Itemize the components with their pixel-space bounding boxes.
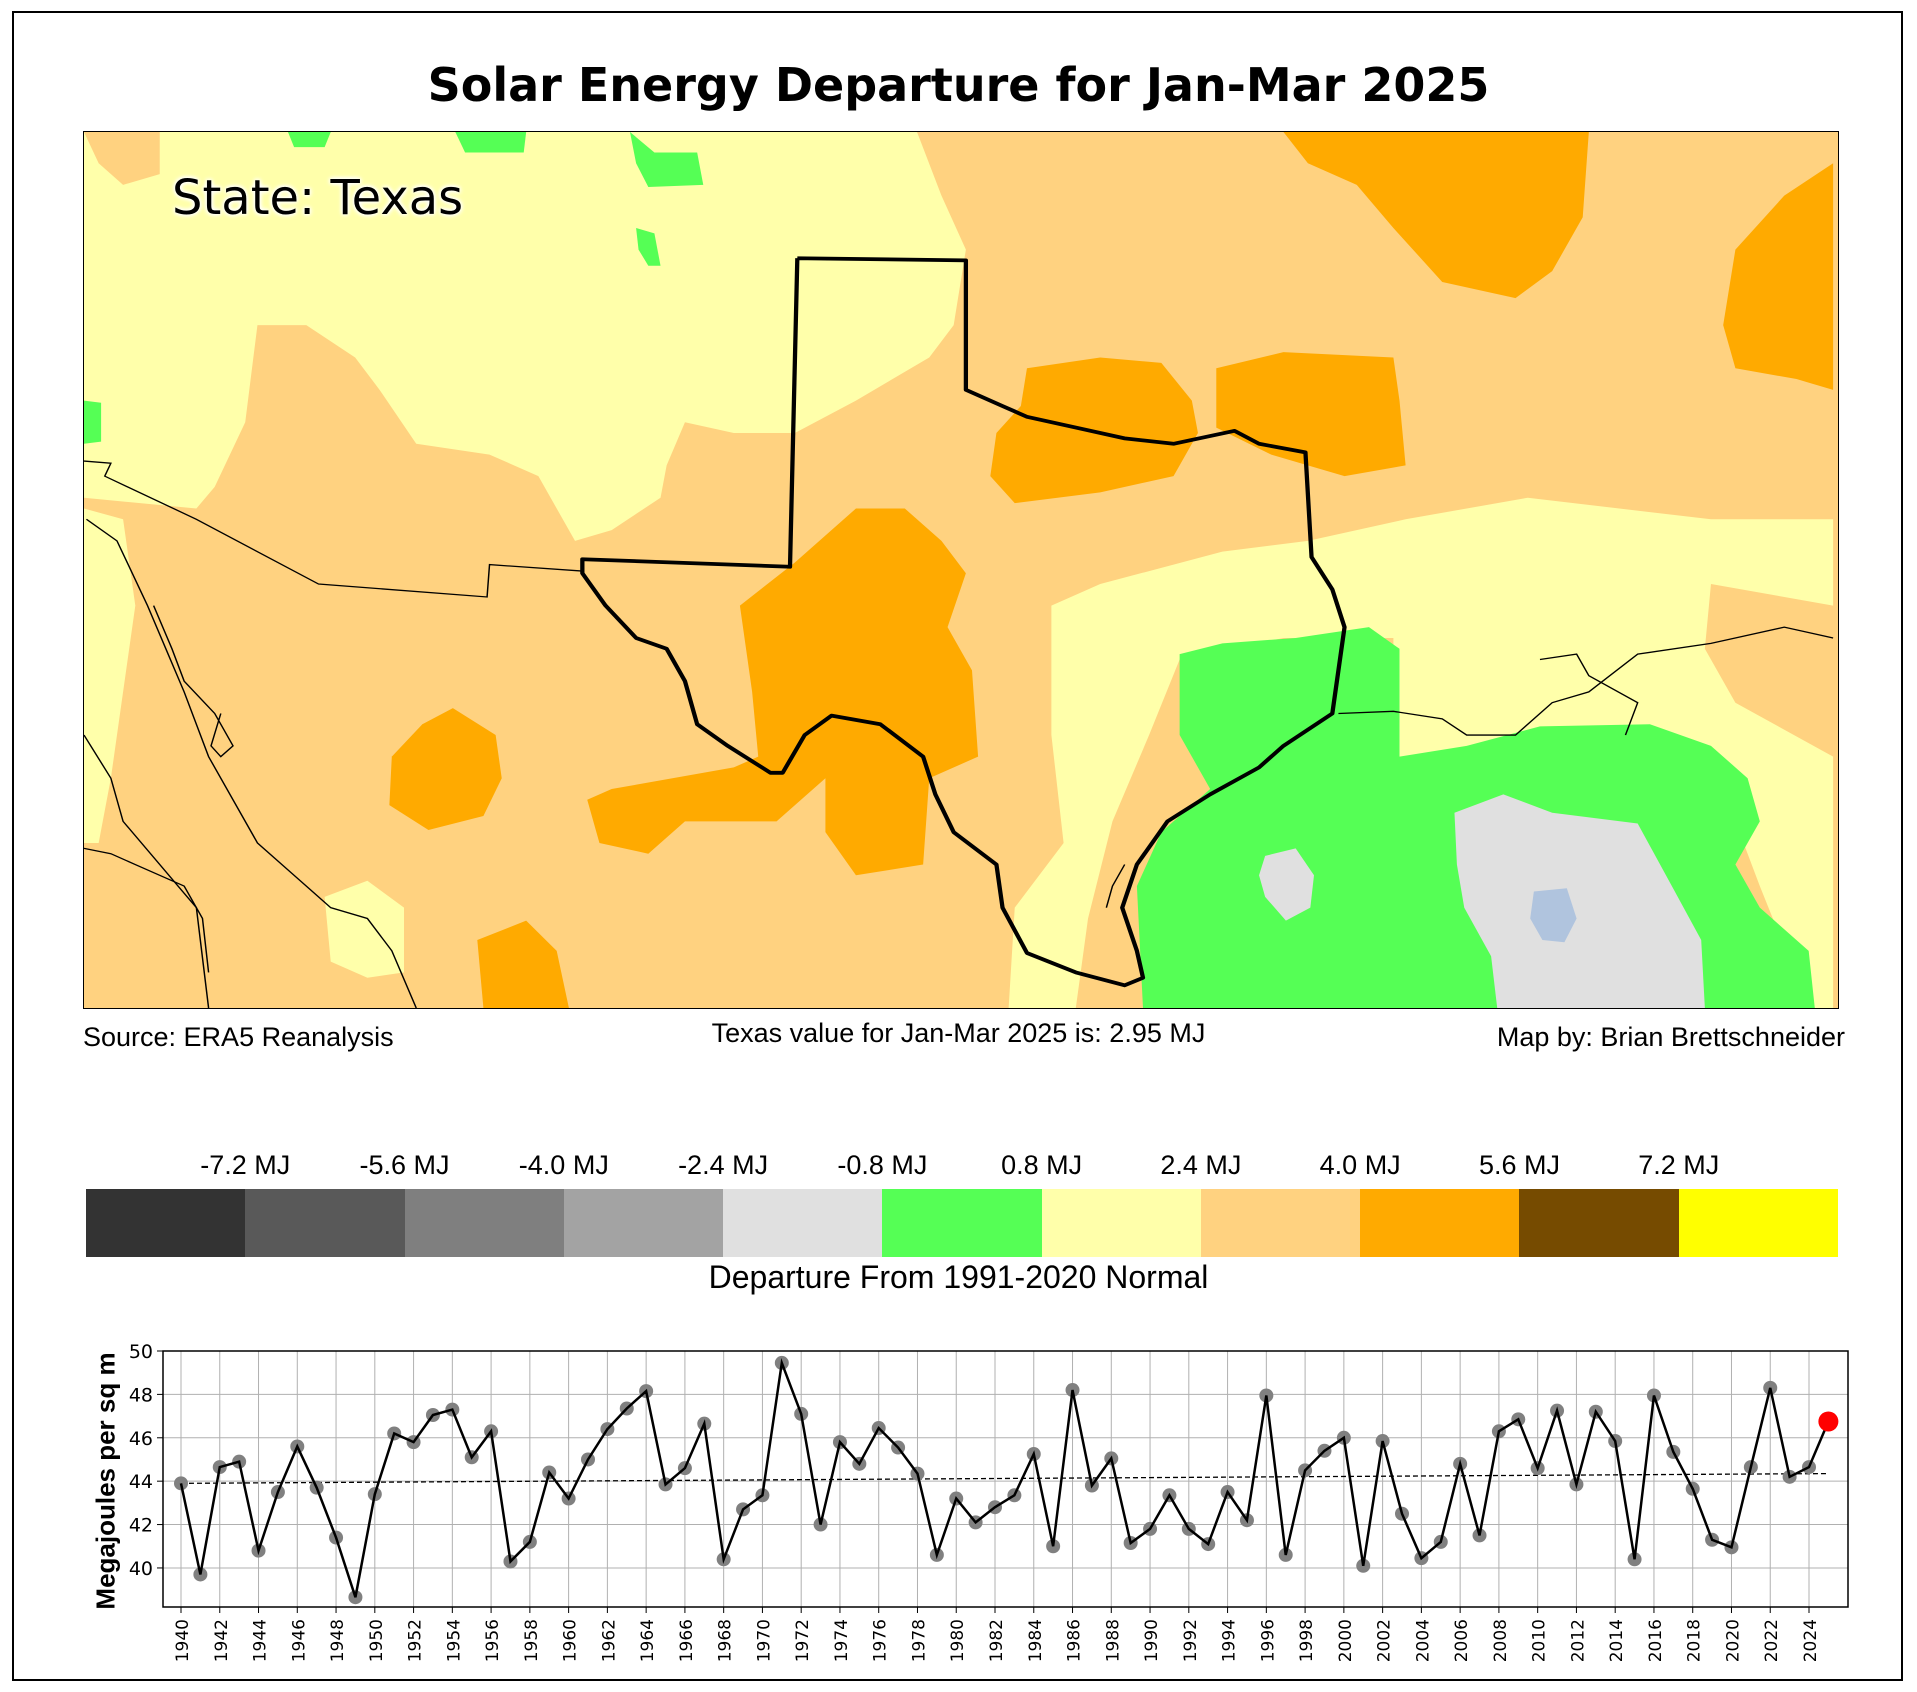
colorbar-tick-label: -7.2 MJ: [200, 1150, 291, 1180]
x-tick-label: 2022: [1762, 1619, 1782, 1662]
colorbar-title: Departure From 1991-2020 Normal: [708, 1259, 1209, 1295]
colorbar-tick-label: -0.8 MJ: [837, 1150, 928, 1180]
colorbar-swatch: [1041, 1189, 1201, 1257]
colorbar-swatch: [1200, 1189, 1361, 1257]
x-tick-label: 2008: [1491, 1619, 1511, 1662]
x-tick-label: 1980: [948, 1619, 968, 1662]
colorbar: [86, 1189, 1838, 1257]
map-graphic: [84, 132, 1834, 1008]
x-tick-label: 1950: [367, 1619, 387, 1662]
state-value-caption: Texas value for Jan-Mar 2025 is: 2.95 MJ: [711, 1018, 1206, 1048]
x-tick-label: 2024: [1801, 1619, 1821, 1662]
x-tick-label: 1986: [1065, 1619, 1085, 1662]
x-tick-label: 1968: [716, 1619, 736, 1662]
highlight-point-current-year: [1818, 1411, 1839, 1432]
orange-regions: [389, 132, 1834, 1008]
pale-yellow-regions: [84, 132, 1834, 1008]
x-tick-label: 1942: [212, 1619, 232, 1662]
texas-outline: [580, 256, 1347, 988]
departure-map: State: Texas: [83, 131, 1839, 1009]
x-tick-label: 1948: [328, 1619, 348, 1662]
y-tick-label: 48: [129, 1384, 153, 1406]
colorbar-swatch: [1360, 1189, 1520, 1257]
x-tick-label: 1972: [793, 1619, 813, 1662]
x-tick-label: 1966: [677, 1619, 697, 1662]
x-tick-label: 2016: [1646, 1619, 1666, 1662]
x-tick-label: 1970: [754, 1619, 774, 1662]
x-tick-label: 1962: [599, 1619, 619, 1662]
coastlines-borders: [84, 460, 1834, 1008]
colorbar-swatch: [563, 1189, 724, 1257]
x-tick-label: 2002: [1375, 1619, 1395, 1662]
x-tick-label: 2012: [1568, 1619, 1588, 1662]
colorbar-tick-label: 5.6 MJ: [1478, 1150, 1560, 1180]
x-tick-label: 1982: [987, 1619, 1007, 1662]
colorbar-swatch: [86, 1189, 246, 1257]
plot-border: [162, 1350, 1849, 1608]
x-tick-label: 1964: [638, 1619, 658, 1662]
x-tick-label: 2000: [1336, 1619, 1356, 1662]
colorbar-tick-label: -2.4 MJ: [678, 1150, 769, 1180]
colorbar-tick-label: -4.0 MJ: [518, 1150, 609, 1180]
series-line: [179, 1357, 1830, 1598]
x-tick-label: 1984: [1026, 1619, 1046, 1662]
x-tick-label: 2010: [1530, 1619, 1550, 1662]
x-tick-label: 1958: [522, 1619, 542, 1662]
colorbar-tick-label: 4.0 MJ: [1319, 1150, 1401, 1180]
colorbar-swatch: [404, 1189, 564, 1257]
x-tick-label: 1946: [289, 1619, 309, 1662]
x-tick-label: 1996: [1258, 1619, 1278, 1662]
trend-line: [180, 1472, 1829, 1484]
credit-caption: Map by: Brian Brettschneider: [1496, 1022, 1845, 1052]
x-tick-label: 2006: [1452, 1619, 1472, 1662]
x-tick-label: 2014: [1607, 1619, 1627, 1662]
x-tick-label: 2018: [1685, 1619, 1705, 1662]
colorbar-tick-label: 7.2 MJ: [1638, 1150, 1720, 1180]
figure-frame: [12, 11, 1903, 1681]
gray-regions: [1259, 794, 1705, 1008]
blue-gray-region: [1530, 888, 1577, 943]
x-tick-label: 1998: [1297, 1619, 1317, 1662]
y-tick-label: 42: [129, 1515, 153, 1537]
source-caption: Source: ERA5 Reanalysis: [83, 1022, 394, 1052]
colorbar-tick-label: -5.6 MJ: [359, 1150, 450, 1180]
x-tick-label: 1992: [1181, 1619, 1201, 1662]
x-tick-label: 2004: [1413, 1619, 1433, 1662]
x-tick-label: 1956: [483, 1619, 503, 1662]
x-tick-label: 1994: [1220, 1619, 1240, 1662]
x-tick-label: 1960: [561, 1619, 581, 1662]
x-tick-label: 2020: [1723, 1619, 1743, 1662]
light-orange-spot: [84, 132, 160, 185]
x-tick-label: 1954: [444, 1619, 464, 1662]
colorbar-swatch: [882, 1189, 1042, 1257]
x-tick-label: 1976: [871, 1619, 891, 1662]
colorbar-swatch: [1519, 1189, 1679, 1257]
colorbar-tick-label: 2.4 MJ: [1160, 1150, 1242, 1180]
page-title: Solar Energy Departure for Jan-Mar 2025: [427, 58, 1490, 112]
y-tick-label: 40: [129, 1558, 153, 1580]
state-label: State: Texas: [172, 170, 464, 226]
y-tick-label: 46: [129, 1428, 153, 1450]
colorbar-swatch: [245, 1189, 405, 1257]
x-tick-label: 1952: [406, 1619, 426, 1662]
y-tick-label: 50: [129, 1341, 153, 1363]
colorbar-swatch: [1678, 1189, 1838, 1257]
colorbar-swatch: [723, 1189, 883, 1257]
x-tick-label: 1978: [909, 1619, 929, 1662]
x-tick-label: 1990: [1142, 1619, 1162, 1662]
colorbar-tick-label: 0.8 MJ: [1001, 1150, 1083, 1180]
x-tick-label: 1988: [1103, 1619, 1123, 1662]
x-tick-label: 1944: [251, 1619, 271, 1662]
x-tick-label: 1974: [832, 1619, 852, 1662]
y-tick-label: 44: [129, 1471, 153, 1493]
x-tick-label: 1940: [173, 1619, 193, 1662]
